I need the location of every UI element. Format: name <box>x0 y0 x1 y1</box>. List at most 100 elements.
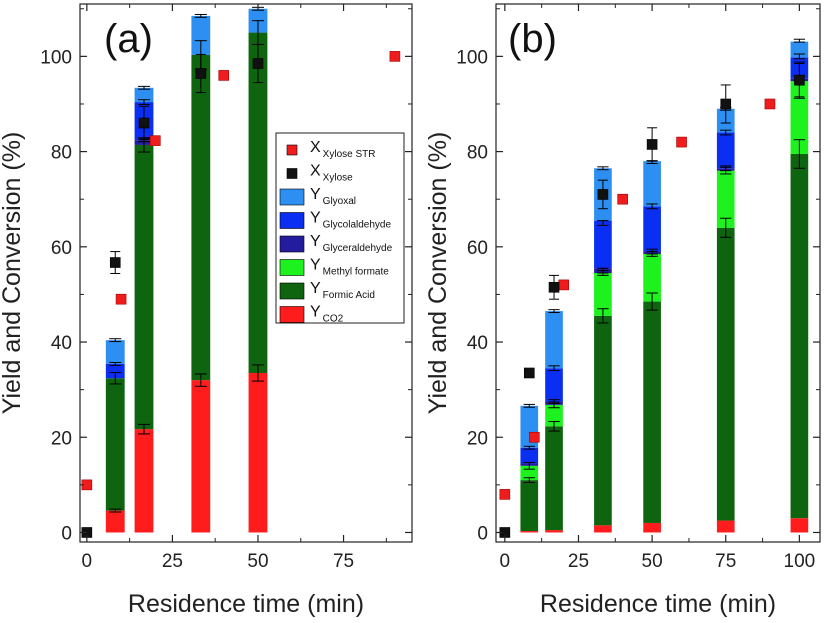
bar-co2 <box>105 510 125 533</box>
bar-glyoxal <box>643 161 661 207</box>
y-tick-label: 0 <box>477 523 488 544</box>
bar-formic-acid <box>134 144 154 430</box>
bar-co2 <box>191 380 211 533</box>
x-tick-label: 25 <box>162 551 183 572</box>
legend-label: Y Methyl formate <box>310 257 389 278</box>
bar-formic-acid <box>248 32 268 373</box>
marker-xylose-str <box>528 431 540 443</box>
bar-glyoxal <box>790 41 809 58</box>
marker-xylose-str <box>764 98 776 110</box>
x-tick-label: 75 <box>333 551 354 572</box>
x-axis-label: Residence time (min) <box>540 590 776 618</box>
bar-co2 <box>594 525 612 533</box>
marker-xylose-str <box>389 51 401 62</box>
x-tick-label: 25 <box>568 551 589 572</box>
marker-xylose <box>794 74 805 86</box>
marker-xylose <box>597 189 609 200</box>
x-axis-label: Residence time (min) <box>128 590 364 618</box>
bar-formic-acid <box>545 426 563 531</box>
legend-marker <box>286 168 298 179</box>
legend-swatch <box>279 282 305 300</box>
panel-a: 0 25 50 75 0 20 40 60 80 100 Residence time (min) Y… <box>0 3 413 618</box>
legend-swatch <box>279 188 305 206</box>
x-tick-label: 0 <box>82 551 93 572</box>
panel-label: (b) <box>508 17 557 61</box>
y-tick-label: 60 <box>51 238 72 259</box>
bar-glycolaldehyde <box>716 132 735 169</box>
marker-xylose-str <box>558 279 570 291</box>
bar-co2 <box>520 531 539 533</box>
bar-formic-acid <box>191 54 211 381</box>
x-tick-label: 0 <box>500 551 511 572</box>
marker-xylose <box>138 117 150 129</box>
bar-formic-acid <box>716 227 735 521</box>
bar-glyoxal <box>134 87 154 103</box>
bar-glycolaldehyde <box>594 220 612 269</box>
bar-co2 <box>643 522 661 533</box>
x-tick-label: 100 <box>784 551 816 572</box>
legend-label: Y CO2 <box>310 304 344 325</box>
marker-xylose-str <box>499 489 511 500</box>
y-tick-label: 40 <box>467 333 488 354</box>
bar-co2 <box>545 530 563 533</box>
plot-frame <box>79 3 413 543</box>
marker-xylose <box>109 257 121 268</box>
bar-glyoxal <box>105 340 125 364</box>
bar-glyoxal <box>545 311 563 369</box>
y-tick-label: 40 <box>51 333 72 354</box>
legend-label: Y Glyceraldehyde <box>310 233 393 254</box>
marker-xylose <box>252 58 264 69</box>
y-tick-label: 0 <box>61 523 72 544</box>
marker-xylose <box>195 68 207 79</box>
bar-glycolaldehyde <box>643 206 661 252</box>
bar-formic-acid <box>520 480 539 532</box>
x-tick-label: 50 <box>247 551 268 572</box>
bar-glycolaldehyde <box>545 368 563 402</box>
bar-formic-acid <box>790 153 809 519</box>
y-axis-label: Yield and Conversion (%) <box>424 132 452 415</box>
legend-label: Y Glycolaldehyde <box>310 210 391 231</box>
y-tick-label: 60 <box>467 238 488 259</box>
marker-xylose-str <box>676 136 687 148</box>
y-tick-label: 100 <box>456 47 488 68</box>
y-axis-label: Yield and Conversion (%) <box>0 132 26 415</box>
marker-xylose <box>548 281 560 293</box>
marker-xylose-str <box>149 135 161 146</box>
bar-co2 <box>134 429 154 533</box>
legend-label: X Xylose <box>310 163 353 184</box>
legend-label: Y Glyoxal <box>310 186 356 207</box>
legend-swatch <box>279 306 305 323</box>
marker-xylose-str <box>218 70 230 81</box>
marker-xylose <box>720 98 732 110</box>
legend-label: X Xylose STR <box>310 139 375 160</box>
bar-co2 <box>248 372 268 533</box>
legend-swatch <box>279 212 305 229</box>
legend-swatch <box>279 259 305 276</box>
panel-label: (a) <box>104 17 153 61</box>
bar-co2 <box>790 518 809 533</box>
marker-xylose <box>523 367 535 379</box>
bar-methyl-formate <box>545 404 563 427</box>
y-tick-label: 80 <box>467 143 488 164</box>
marker-xylose-str <box>115 293 127 305</box>
bar-co2 <box>716 520 735 533</box>
plot-frame <box>495 3 821 543</box>
bar-formic-acid <box>105 378 125 511</box>
bar-glyoxal <box>191 15 211 55</box>
legend-swatch <box>279 235 305 253</box>
bar-methyl-formate <box>643 253 661 302</box>
bar-methyl-formate <box>790 81 809 154</box>
x-tick-label: 75 <box>715 551 736 572</box>
bar-methyl-formate <box>716 170 735 228</box>
marker-xylose-str <box>617 193 628 205</box>
bar-formic-acid <box>594 315 612 526</box>
y-tick-label: 20 <box>51 428 72 449</box>
legend-label: Y Formic Acid <box>310 280 375 301</box>
legend-marker <box>286 144 298 156</box>
bar-glycolaldehyde <box>520 447 539 464</box>
bar-formic-acid <box>643 301 661 523</box>
marker-xylose <box>646 139 658 150</box>
x-tick-label: 50 <box>642 551 663 572</box>
